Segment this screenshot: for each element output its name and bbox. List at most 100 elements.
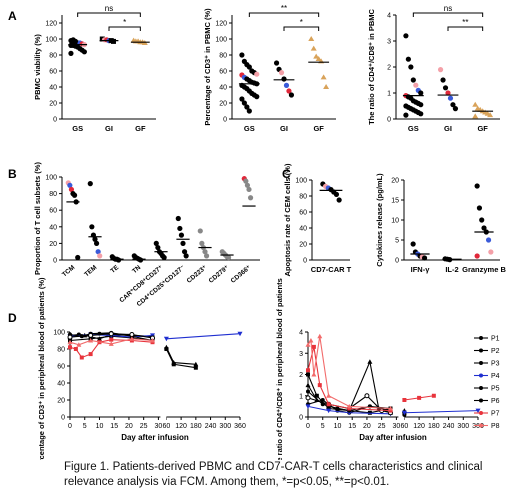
data-point-P8 xyxy=(346,403,352,409)
significance-bracket xyxy=(283,26,320,31)
x-tick-label: TEM xyxy=(83,264,98,278)
x-tick-label: 60 xyxy=(401,423,409,430)
data-point xyxy=(199,240,205,246)
x-tick-label: CD366⁺ xyxy=(230,264,253,285)
data-point-P3 xyxy=(96,336,102,341)
data-point xyxy=(243,178,249,184)
significance-label: * xyxy=(300,18,303,27)
legend-marker xyxy=(479,398,483,403)
x-tick-label: IFN-γ xyxy=(411,265,431,274)
y-axis-label: Cytokines release (pg/mL) xyxy=(375,173,384,267)
y-tick-label: 80 xyxy=(219,53,227,60)
data-point xyxy=(421,255,428,261)
series-line-P4 xyxy=(307,405,391,415)
x-tick-label: Granzyme B xyxy=(462,265,506,274)
x-tick-label: 60 xyxy=(163,423,171,430)
data-point xyxy=(115,257,122,263)
significance-bracket xyxy=(248,12,320,17)
y-tick-label: 20 xyxy=(219,101,227,108)
y-tick-label: 4 xyxy=(387,13,391,20)
data-point xyxy=(442,85,449,91)
y-tick-label: 0 xyxy=(61,415,65,422)
panel-letter: B xyxy=(8,167,17,181)
data-point xyxy=(286,88,292,94)
x-tick-label: TE xyxy=(109,264,120,275)
data-point xyxy=(183,253,189,259)
data-point xyxy=(72,38,79,45)
data-point-P5 xyxy=(335,406,340,411)
data-point xyxy=(153,240,159,246)
x-tick-label: 25 xyxy=(140,423,148,430)
y-tick-label: 0 xyxy=(299,415,303,422)
data-point-P7 xyxy=(326,402,331,407)
data-point xyxy=(474,253,480,259)
x-tick-label: GF xyxy=(135,124,146,133)
data-point xyxy=(239,52,245,58)
y-tick-label: 2 xyxy=(299,372,303,379)
y-axis-label: Percentage of CD3⁺ in PBMC (%) xyxy=(203,8,212,126)
y-axis-label: The ratio of CD4⁺/CD8⁺ in peripheral blo… xyxy=(275,278,284,460)
data-point-P7 xyxy=(311,344,316,349)
data-point-P6 xyxy=(67,334,73,340)
data-point-P7 xyxy=(431,393,436,398)
y-tick-label: 40 xyxy=(219,85,227,92)
data-point xyxy=(410,77,416,83)
x-tick-label: 20 xyxy=(125,423,133,430)
y-tick-label: 20 xyxy=(49,241,57,248)
data-point-P6 xyxy=(364,393,370,399)
x-tick-label: TN xyxy=(131,264,142,275)
data-point xyxy=(67,182,73,188)
y-tick-label: 40 xyxy=(299,226,307,233)
y-tick-label: 20 xyxy=(391,178,399,185)
data-point xyxy=(246,108,252,114)
y-tick-label: 100 xyxy=(53,330,65,337)
data-point-P7 xyxy=(388,408,393,413)
y-tick-label: 60 xyxy=(49,69,57,76)
x-tick-label: IL-2 xyxy=(445,265,458,274)
x-tick-label: 20 xyxy=(363,423,371,430)
data-point-P8 xyxy=(317,333,323,339)
x-tick-label: 10 xyxy=(334,423,342,430)
x-tick-label: 15 xyxy=(348,423,356,430)
data-point-P3 xyxy=(305,382,311,388)
data-point xyxy=(308,36,315,41)
legend-marker xyxy=(479,411,483,415)
data-point-P7 xyxy=(88,352,93,357)
data-point xyxy=(323,84,330,89)
series-line-P4 xyxy=(166,333,241,340)
data-point xyxy=(197,228,203,234)
data-point-P3 xyxy=(367,359,373,364)
x-tick-label: 120 xyxy=(175,423,187,430)
y-tick-label: 20 xyxy=(57,398,65,405)
legend-label: P5 xyxy=(491,386,500,393)
data-point-P7 xyxy=(68,345,72,350)
data-point xyxy=(68,186,75,193)
data-point-P7 xyxy=(79,355,84,360)
y-tick-label: 80 xyxy=(49,53,57,60)
y-tick-label: 80 xyxy=(57,347,65,354)
data-point xyxy=(437,67,444,73)
x-tick-label: 30 xyxy=(393,423,401,430)
series-line-P2 xyxy=(165,348,196,369)
legend-label: P1 xyxy=(491,336,500,343)
y-tick-label: 5 xyxy=(395,238,399,245)
x-tick-label: 15 xyxy=(110,423,118,430)
data-point-P3 xyxy=(163,344,169,350)
significance-label: ns xyxy=(444,4,452,13)
y-tick-label: 60 xyxy=(57,364,65,371)
data-point xyxy=(93,240,100,246)
data-point xyxy=(440,77,446,83)
legend-marker xyxy=(479,423,483,428)
y-tick-label: 60 xyxy=(49,208,57,215)
data-point xyxy=(87,181,93,187)
data-point xyxy=(180,240,186,246)
legend-label: P6 xyxy=(491,398,500,405)
x-tick-label: 0 xyxy=(306,423,310,430)
x-axis-label: Day after infusion xyxy=(359,433,427,442)
x-tick-label: GI xyxy=(105,124,113,133)
series-line-P8 xyxy=(307,336,391,410)
y-tick-label: 40 xyxy=(57,381,65,388)
y-tick-label: 4 xyxy=(299,330,303,337)
data-point xyxy=(336,197,342,203)
legend-marker xyxy=(479,386,483,390)
